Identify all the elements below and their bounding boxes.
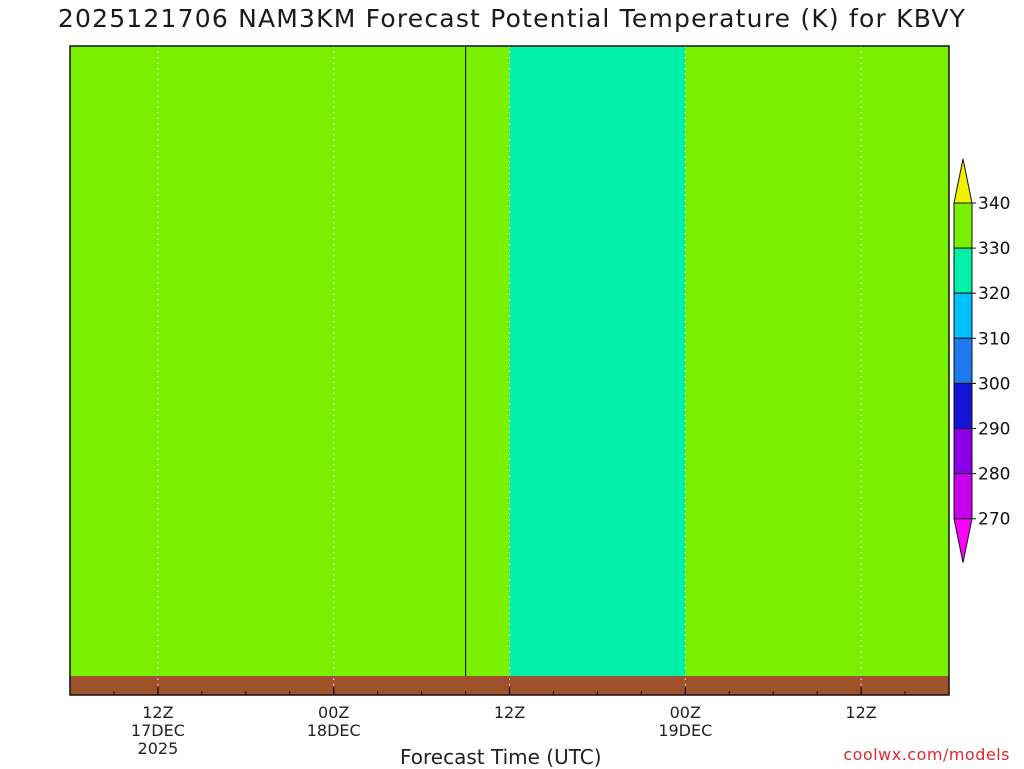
colorbar-extend-bottom xyxy=(953,518,973,563)
colorbar-label: 270 xyxy=(978,510,1010,530)
colorbar-swatch xyxy=(953,292,973,339)
colorbar-swatch xyxy=(953,202,973,249)
colorbar-label: 290 xyxy=(978,420,1010,440)
theta-contour-lines xyxy=(465,46,949,695)
colorbar-label: 300 xyxy=(978,374,1010,394)
colorbar-label: 310 xyxy=(978,329,1010,349)
colorbar-label: 340 xyxy=(978,194,1010,214)
colorbar-swatch xyxy=(953,473,973,520)
colorbar-extend-top xyxy=(953,158,973,204)
colorbar-swatch xyxy=(953,382,973,429)
x-tick-label: 00Z xyxy=(670,703,701,722)
colorbar: 340 330 320 310 300 290 280 270 xyxy=(953,158,1010,563)
x-tick-label: 17DEC xyxy=(131,721,185,740)
credit-link[interactable]: coolwx.com/models xyxy=(843,745,1010,764)
x-tick-label: 19DEC xyxy=(658,721,712,740)
plot-grid xyxy=(157,46,862,695)
colorbar-swatch xyxy=(953,337,973,384)
x-axis-label: Forecast Time (UTC) xyxy=(400,745,602,769)
colorbar-label: 280 xyxy=(978,465,1010,485)
x-tick-label: 12Z xyxy=(845,703,876,722)
chart-title: 2025121706 NAM3KM Forecast Potential Tem… xyxy=(57,4,967,33)
colorbar-swatch xyxy=(953,428,973,475)
theta-color-fills xyxy=(70,46,949,695)
x-tick-label: 12Z xyxy=(142,703,173,722)
colorbar-swatch xyxy=(953,247,973,294)
x-tick-label: 18DEC xyxy=(307,721,361,740)
colorbar-label: 330 xyxy=(978,239,1010,259)
colorbar-label: 320 xyxy=(978,284,1010,304)
x-tick-label: 2025 xyxy=(138,739,179,758)
x-tick-label: 00Z xyxy=(318,703,349,722)
x-tick-label: 12Z xyxy=(494,703,525,722)
